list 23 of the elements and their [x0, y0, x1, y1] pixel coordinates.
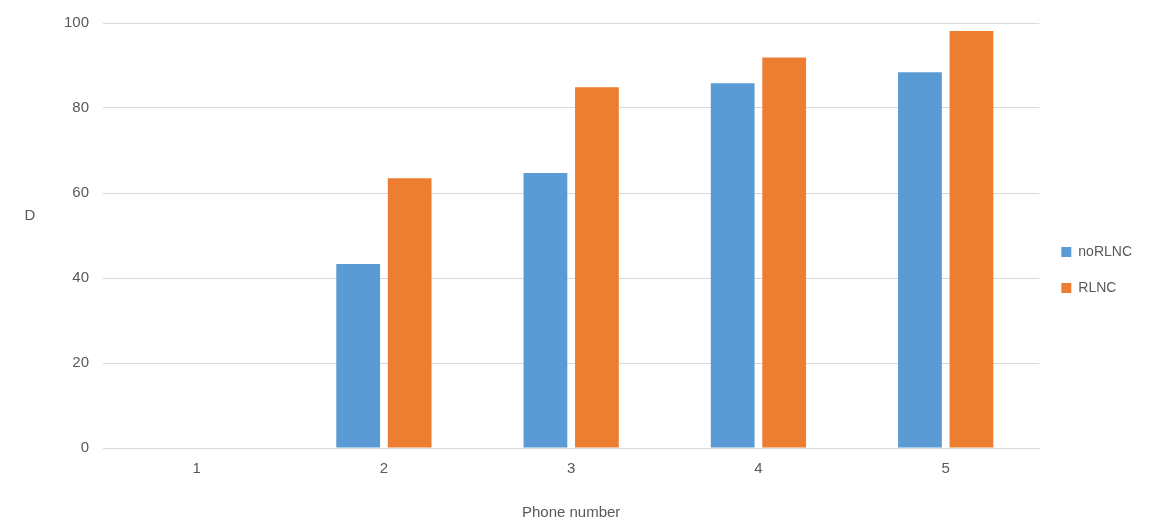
bar	[387, 178, 432, 448]
bar	[336, 263, 381, 448]
bar	[575, 87, 619, 448]
bar	[949, 31, 994, 448]
bar	[762, 57, 807, 448]
bar	[523, 173, 568, 448]
x-tick-label: 1	[192, 459, 201, 477]
bar	[710, 83, 755, 448]
y-tick-label: 100	[64, 13, 90, 31]
legend-label: noRLNC	[1078, 242, 1133, 259]
legend-label: RLNC	[1078, 278, 1117, 295]
y-tick-label: 20	[72, 353, 90, 371]
y-tick-label: 60	[72, 183, 90, 201]
x-tick-label: 4	[754, 459, 763, 477]
y-tick-label: 40	[72, 268, 90, 286]
x-tick-label: 2	[379, 459, 389, 477]
x-tick-label: 5	[941, 459, 950, 477]
bar	[898, 72, 942, 448]
x-tick-label: 3	[567, 459, 576, 477]
y-tick-label: 80	[72, 98, 90, 116]
y-axis-title: D	[24, 205, 36, 223]
x-axis-title: Phone number	[521, 503, 621, 521]
y-tick-label: 0	[80, 438, 90, 456]
